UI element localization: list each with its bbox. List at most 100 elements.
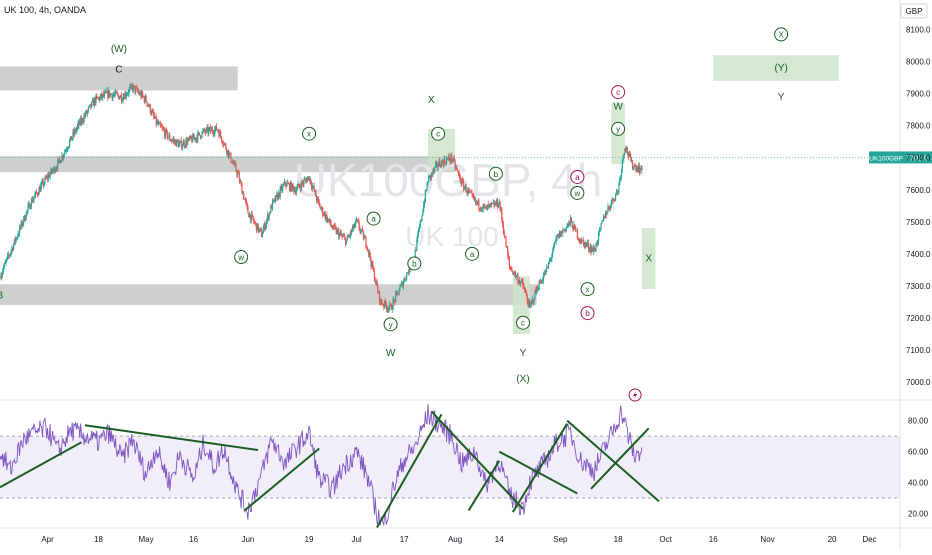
candle-body <box>414 249 416 260</box>
candle-body <box>468 191 471 192</box>
candle-body <box>383 304 385 307</box>
candle-body <box>335 227 337 234</box>
candle-body <box>106 90 108 94</box>
candle-body <box>617 190 619 193</box>
candle-body <box>327 219 329 222</box>
currency-button[interactable] <box>900 3 928 19</box>
candle-body <box>214 129 216 134</box>
candle-body <box>0 276 2 279</box>
candle-body <box>467 189 469 193</box>
candle-body <box>16 237 18 239</box>
candle-body <box>8 255 10 257</box>
candle-body <box>207 127 209 134</box>
candle-body <box>58 158 61 161</box>
candle-body <box>35 191 37 196</box>
zone-2[interactable] <box>0 284 537 306</box>
candle-body <box>620 176 622 179</box>
currency-button-label[interactable]: GBP <box>906 7 923 16</box>
candle-body <box>563 229 565 231</box>
rsi-trendline-4[interactable] <box>430 410 524 510</box>
candle-body <box>175 140 177 146</box>
candle-body <box>204 131 207 133</box>
candle-body <box>457 171 460 174</box>
rsi-trendline-2[interactable] <box>243 447 320 512</box>
candle-body <box>77 122 79 126</box>
candle-body <box>54 169 56 173</box>
rsi-trendline-0[interactable] <box>0 441 82 489</box>
candle-body <box>110 93 112 95</box>
candle-body <box>365 237 367 247</box>
zone-1[interactable] <box>0 156 456 173</box>
candle-body <box>380 299 382 303</box>
candle-body <box>458 173 460 176</box>
price-tag-value: 7701.0 <box>906 155 928 162</box>
zone-7[interactable] <box>713 55 839 81</box>
candle-body <box>74 129 76 135</box>
price-tick-label: 7600.0 <box>906 186 931 195</box>
candle-body <box>278 192 280 197</box>
candle-body <box>226 149 228 154</box>
candle-body <box>102 93 104 98</box>
candle-body <box>299 186 301 188</box>
candle-body <box>243 192 245 200</box>
candle-body <box>253 219 255 223</box>
rsi-trendline-3[interactable] <box>376 413 443 529</box>
wave-circle-13 <box>516 315 531 330</box>
candle-body <box>198 132 200 134</box>
candle-body <box>66 149 68 151</box>
candle-body <box>330 224 332 226</box>
rsi-trendline-1[interactable] <box>84 424 259 452</box>
candle-body <box>155 116 157 125</box>
candle-body <box>377 286 379 293</box>
rsi-trendline-7[interactable] <box>511 423 569 513</box>
candle-body <box>346 236 348 241</box>
candle-body <box>266 220 268 225</box>
wave-label-5: w <box>237 253 244 262</box>
candle-body <box>57 160 59 169</box>
candle-body <box>338 230 340 238</box>
rsi-trendline-5[interactable] <box>467 460 501 512</box>
candle-body <box>462 181 465 190</box>
candle-body <box>500 209 502 211</box>
candle-body <box>570 217 573 223</box>
candle-body <box>29 206 32 209</box>
candle-body <box>306 178 308 183</box>
candle-body <box>369 252 371 260</box>
candle-body <box>99 96 101 101</box>
candle-body <box>9 253 11 256</box>
candle-body <box>219 132 221 137</box>
candle-body <box>592 247 595 252</box>
candle-body <box>598 229 601 233</box>
candle-body <box>168 135 170 138</box>
candle-body <box>321 207 323 209</box>
candle-body <box>163 129 165 131</box>
candle-body <box>313 186 315 192</box>
candle-body <box>284 181 286 185</box>
candle-body <box>430 173 432 179</box>
candle-body <box>626 147 628 150</box>
candle-body <box>287 182 289 184</box>
candle-body <box>329 219 331 225</box>
candle-body <box>575 226 577 231</box>
candle-body <box>209 127 211 130</box>
candle-body <box>560 230 562 237</box>
zone-0[interactable] <box>0 66 238 91</box>
candle-body <box>574 224 576 227</box>
candle-body <box>575 230 578 232</box>
candle-body <box>519 282 522 284</box>
candle-body <box>514 271 516 277</box>
candle-body <box>152 111 154 112</box>
candle-body <box>290 182 292 191</box>
rsi-trendline-9[interactable] <box>590 427 650 490</box>
candle-body <box>147 104 150 107</box>
price-tick-label: 7200.0 <box>906 314 931 323</box>
candle-body <box>138 92 140 95</box>
candle-body <box>620 169 623 177</box>
candle-body <box>378 291 381 303</box>
rsi-trendline-8[interactable] <box>566 419 660 502</box>
wave-label-25: (Y) <box>774 63 787 74</box>
candle-body <box>388 307 390 311</box>
candle-body <box>203 129 205 131</box>
zone-6[interactable] <box>641 228 656 290</box>
